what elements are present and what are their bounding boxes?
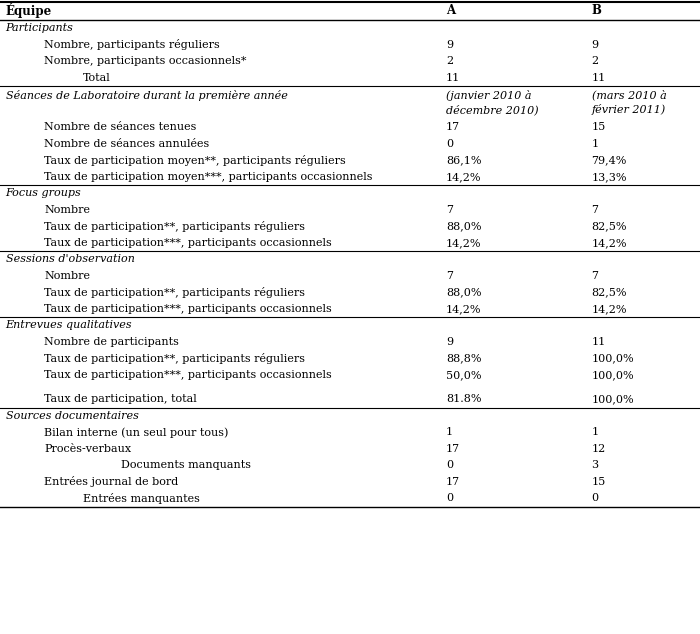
Text: 79,4%: 79,4% — [592, 155, 627, 165]
Text: (mars 2010 à: (mars 2010 à — [592, 90, 666, 101]
Text: décembre 2010): décembre 2010) — [446, 105, 538, 115]
Text: 81.8%: 81.8% — [446, 394, 482, 404]
Text: 1: 1 — [592, 139, 598, 149]
Text: 11: 11 — [592, 337, 606, 347]
Text: 7: 7 — [592, 271, 598, 281]
Text: Taux de participation**, participants réguliers: Taux de participation**, participants ré… — [44, 221, 305, 232]
Text: (janvier 2010 à: (janvier 2010 à — [446, 90, 531, 101]
Text: Bilan interne (un seul pour tous): Bilan interne (un seul pour tous) — [44, 427, 228, 437]
Text: Séances de Laboratoire durant la première année: Séances de Laboratoire durant la premièr… — [6, 91, 288, 101]
Text: Sources documentaires: Sources documentaires — [6, 411, 139, 421]
Text: 15: 15 — [592, 477, 606, 487]
Text: Documents manquants: Documents manquants — [121, 460, 251, 470]
Text: Procès-verbaux: Procès-verbaux — [44, 444, 131, 454]
Text: 0: 0 — [446, 139, 453, 149]
Text: 50,0%: 50,0% — [446, 370, 482, 380]
Text: 7: 7 — [592, 205, 598, 215]
Text: Focus groups: Focus groups — [6, 188, 81, 198]
Text: 17: 17 — [446, 477, 460, 487]
Text: Taux de participation moyen***, participants occasionnels: Taux de participation moyen***, particip… — [44, 172, 372, 182]
Text: 82,5%: 82,5% — [592, 287, 627, 297]
Text: 0: 0 — [592, 493, 598, 503]
Text: 88,0%: 88,0% — [446, 221, 482, 231]
Text: 14,2%: 14,2% — [446, 172, 482, 182]
Text: 9: 9 — [446, 337, 453, 347]
Text: B: B — [592, 4, 601, 18]
Text: 14,2%: 14,2% — [446, 304, 482, 314]
Text: 12: 12 — [592, 444, 606, 454]
Text: Taux de participation**, participants réguliers: Taux de participation**, participants ré… — [44, 353, 305, 364]
Text: 11: 11 — [592, 73, 606, 83]
Text: Nombre: Nombre — [44, 271, 90, 281]
Text: 86,1%: 86,1% — [446, 155, 482, 165]
Text: Taux de participation moyen**, participants réguliers: Taux de participation moyen**, participa… — [44, 155, 346, 165]
Text: Taux de participation**, participants réguliers: Taux de participation**, participants ré… — [44, 287, 305, 298]
Text: 100,0%: 100,0% — [592, 394, 634, 404]
Text: Nombre, participants réguliers: Nombre, participants réguliers — [44, 39, 220, 50]
Text: Total: Total — [83, 73, 111, 83]
Text: Taux de participation***, participants occasionnels: Taux de participation***, participants o… — [44, 370, 332, 380]
Text: Entrées journal de bord: Entrées journal de bord — [44, 476, 178, 488]
Text: 13,3%: 13,3% — [592, 172, 627, 182]
Text: Taux de participation***, participants occasionnels: Taux de participation***, participants o… — [44, 304, 332, 314]
Text: 14,2%: 14,2% — [592, 304, 627, 314]
Text: Nombre: Nombre — [44, 205, 90, 215]
Text: Nombre de séances annulées: Nombre de séances annulées — [44, 139, 209, 149]
Text: Nombre, participants occasionnels*: Nombre, participants occasionnels* — [44, 56, 246, 66]
Text: 88,0%: 88,0% — [446, 287, 482, 297]
Text: 9: 9 — [592, 40, 598, 49]
Text: 14,2%: 14,2% — [592, 238, 627, 248]
Text: 17: 17 — [446, 122, 460, 133]
Text: 11: 11 — [446, 73, 460, 83]
Text: Entrevues qualitatives: Entrevues qualitatives — [6, 320, 132, 330]
Text: Nombre de participants: Nombre de participants — [44, 337, 179, 347]
Text: 9: 9 — [446, 40, 453, 49]
Text: 15: 15 — [592, 122, 606, 133]
Text: 2: 2 — [446, 56, 453, 66]
Text: 7: 7 — [446, 271, 453, 281]
Text: Nombre de séances tenues: Nombre de séances tenues — [44, 122, 197, 133]
Text: février 2011): février 2011) — [592, 104, 666, 115]
Text: Taux de participation, total: Taux de participation, total — [44, 394, 197, 404]
Text: 100,0%: 100,0% — [592, 370, 634, 380]
Text: 100,0%: 100,0% — [592, 353, 634, 363]
Text: 88,8%: 88,8% — [446, 353, 482, 363]
Text: 14,2%: 14,2% — [446, 238, 482, 248]
Text: 17: 17 — [446, 444, 460, 454]
Text: Entrées manquantes: Entrées manquantes — [83, 493, 200, 504]
Text: Équipe: Équipe — [6, 4, 52, 18]
Text: 82,5%: 82,5% — [592, 221, 627, 231]
Text: Taux de participation***, participants occasionnels: Taux de participation***, participants o… — [44, 238, 332, 248]
Text: 1: 1 — [446, 427, 453, 437]
Text: 0: 0 — [446, 493, 453, 503]
Text: Sessions d'observation: Sessions d'observation — [6, 254, 134, 264]
Text: Participants: Participants — [6, 23, 74, 33]
Text: 2: 2 — [592, 56, 598, 66]
Text: 3: 3 — [592, 460, 598, 470]
Text: 0: 0 — [446, 460, 453, 470]
Text: 1: 1 — [592, 427, 598, 437]
Text: A: A — [446, 4, 455, 18]
Text: 7: 7 — [446, 205, 453, 215]
